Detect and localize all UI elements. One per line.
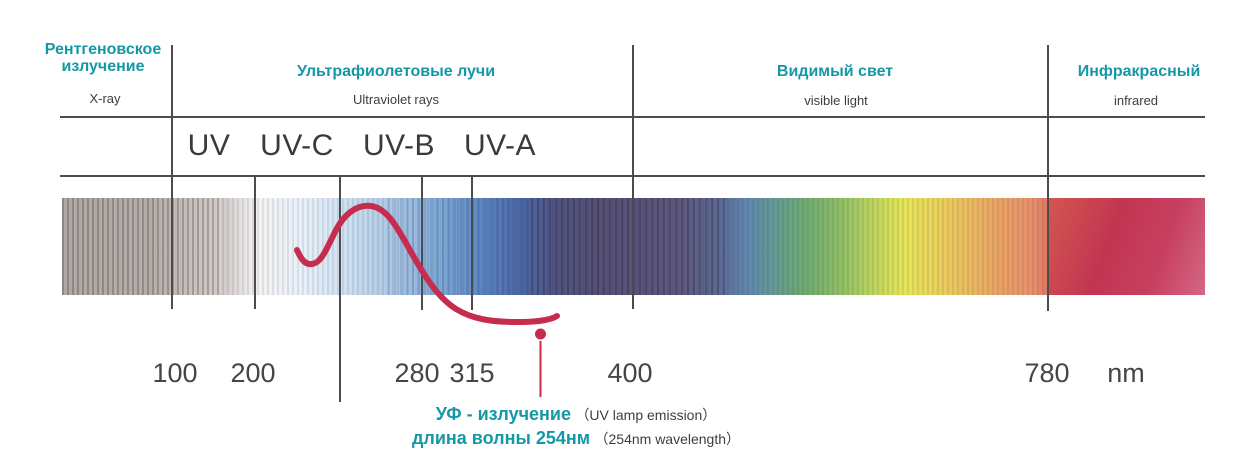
infrared-title-en: infrared [1113, 93, 1159, 108]
band-stripe-texture-purple [530, 198, 725, 295]
annotation-line2: длина волны 254нм （254nm wavelength） [376, 427, 776, 451]
xray-title-ru: Рентгеновское излучение [30, 41, 176, 75]
annotation-line2-ru: длина волны 254нм [411, 428, 591, 448]
tick-line-280nm [421, 176, 423, 310]
xray-title-ru-line2: излучение [61, 58, 145, 75]
annotation-line1: УФ - излучение （UV lamp emission） [376, 403, 776, 427]
uv-band-label-uvc: UV-C [260, 129, 334, 162]
xray-title-en: X-ray [89, 91, 121, 106]
boundary-line-xray-uv [171, 45, 173, 309]
annotation-line1-en: （UV lamp emission） [575, 407, 717, 423]
emission-pointer-dot [535, 328, 546, 340]
wavelength-unit-label: nm [1107, 358, 1145, 388]
emission-annotation: УФ - излучение （UV lamp emission） длина … [376, 403, 776, 451]
uv-band-label-uv: UV [187, 129, 231, 162]
uv-band-label-uva: UV-A [463, 129, 537, 162]
annotation-line1-ru: УФ - излучение [435, 404, 571, 424]
visible-title-ru: Видимый свет [776, 63, 894, 80]
uv-title-ru: Ультрафиолетовые лучи [296, 63, 496, 80]
uv-band-label-uvb: UV-B [362, 129, 436, 162]
wavelength-label-200: 200 [230, 358, 276, 388]
wavelength-label-400: 400 [607, 358, 653, 388]
band-stripe-texture-gray [62, 198, 223, 295]
band-infrared-segment [1048, 198, 1205, 295]
visible-title-en: visible light [804, 93, 868, 108]
wavelength-label-100: 100 [152, 358, 198, 388]
boundary-line-uv-visible [632, 45, 634, 309]
band-stripe-texture-blue [387, 198, 531, 295]
boundary-line-visible-infrared [1047, 45, 1049, 311]
annotation-line2-en: （254nm wavelength） [594, 431, 741, 447]
uv-title-en: Ultraviolet rays [353, 92, 439, 107]
infrared-title-ru: Инфракрасный [1077, 63, 1201, 80]
xray-title-ru-line1: Рентгеновское [44, 41, 162, 58]
tick-line-200nm [254, 176, 256, 309]
wavelength-label-280: 280 [394, 358, 440, 388]
wavelength-label-315: 315 [449, 358, 495, 388]
tick-line-315nm [471, 176, 473, 310]
tick-line-uvc-uvb [339, 176, 341, 402]
wavelength-label-780: 780 [1024, 358, 1070, 388]
